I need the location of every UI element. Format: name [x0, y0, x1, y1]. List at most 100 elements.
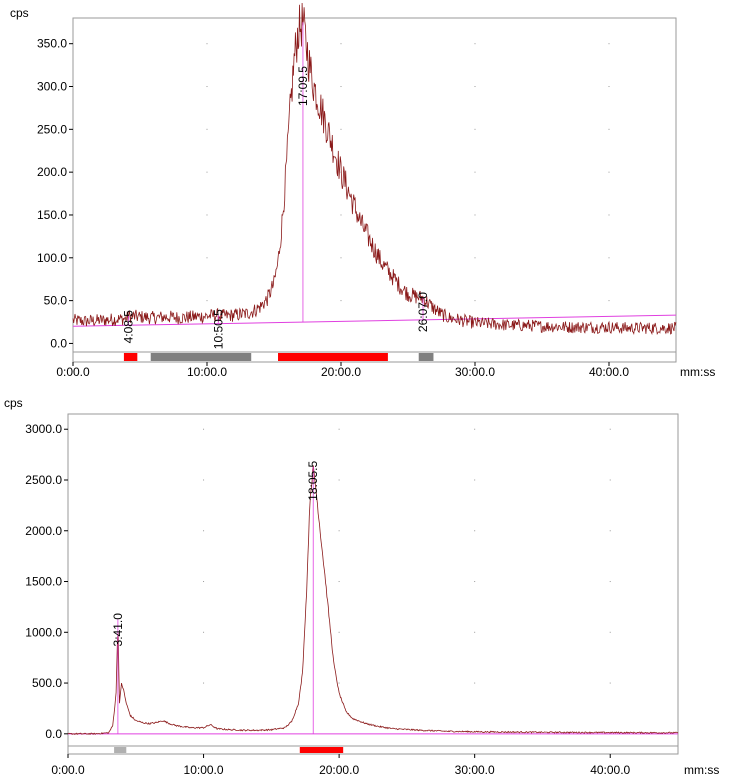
grid-dot: [609, 581, 611, 583]
grid-dot: [474, 428, 476, 430]
peak-label: 18:05.5: [306, 460, 320, 500]
grid-dot: [609, 479, 611, 481]
grid-dot: [340, 300, 342, 302]
grid-dot: [340, 43, 342, 45]
grid-dot: [338, 479, 340, 481]
grid-dot: [338, 682, 340, 684]
grid-dot: [338, 631, 340, 633]
chart-1-baselines: [72, 314, 677, 327]
grid-dot: [474, 257, 476, 259]
chart-2-peak-labels: 3:41.0 18:05.5: [111, 460, 320, 734]
grid-dot: [203, 682, 205, 684]
grid-dot: [206, 86, 208, 88]
chart-1-x-axis-unit-label: mm:ss: [680, 365, 715, 379]
chart-2-series: [67, 465, 679, 736]
grid-dot: [338, 530, 340, 532]
chart-2-integration-regions: [114, 747, 344, 753]
grid-dot: [474, 128, 476, 130]
chart-2-region-strip: [67, 745, 679, 755]
chart-1-plot-frame: [72, 17, 677, 363]
grid-dot: [340, 86, 342, 88]
grid-dot: [609, 530, 611, 532]
grid-dot: [474, 43, 476, 45]
chart-1-x-ticks: 0:00.0 10:00.0 20:00.0 30:00.0 40:00.0: [56, 362, 629, 379]
grid-dot: [474, 171, 476, 173]
grid-dot: [608, 300, 610, 302]
y-tick-label: 150.0: [37, 208, 67, 222]
series-trace: [72, 2, 677, 336]
chart-2-y-axis-unit-label: cps: [4, 396, 23, 410]
chart-2-plot-frame: [67, 413, 679, 755]
chart-2-x-ticks: 0:00.0 10:00.0 20:00.0 30:00.0 40:00.0: [51, 754, 631, 777]
grid-dot: [609, 682, 611, 684]
x-tick-label: 10:00.0: [184, 763, 224, 777]
grid-dot: [677, 631, 679, 633]
integration-region: [299, 747, 344, 753]
y-tick-label: 250.0: [37, 122, 67, 136]
grid-dot: [608, 43, 610, 45]
y-tick-label: 1500.0: [25, 575, 62, 589]
grid-dot: [608, 257, 610, 259]
grid-dot: [609, 428, 611, 430]
grid-dot: [675, 171, 677, 173]
grid-dot: [608, 86, 610, 88]
integration-region: [150, 353, 252, 361]
chart-1-gridlines: [206, 43, 677, 302]
chart-1-integration-regions: [123, 353, 434, 361]
grid-dot: [677, 682, 679, 684]
peak-label: 4:08.5: [121, 310, 135, 344]
y-tick-label: 3000.0: [25, 422, 62, 436]
grid-dot: [677, 428, 679, 430]
grid-dot: [474, 479, 476, 481]
grid-dot: [338, 581, 340, 583]
grid-dot: [203, 631, 205, 633]
integration-region: [123, 353, 138, 361]
y-tick-label: 100.0: [37, 251, 67, 265]
grid-dot: [608, 171, 610, 173]
y-tick-label: 0.0: [50, 336, 67, 350]
chart-1: cps mm:ss 0.0 50.0 100.0 150.0 200.0 250.0 300…: [10, 2, 715, 379]
x-tick-label: 20:00.0: [321, 365, 361, 379]
grid-dot: [675, 128, 677, 130]
grid-dot: [675, 43, 677, 45]
grid-dot: [474, 581, 476, 583]
grid-dot: [609, 631, 611, 633]
grid-dot: [206, 300, 208, 302]
grid-dot: [474, 682, 476, 684]
chart-2-y-ticks: 0.0 500.0 1000.0 1500.0 2000.0 2500.0 3000.0: [25, 422, 68, 741]
chart-2-gridlines: [203, 428, 679, 684]
y-tick-label: 2000.0: [25, 524, 62, 538]
grid-dot: [206, 257, 208, 259]
x-tick-label: 40:00.0: [590, 763, 630, 777]
grid-dot: [608, 128, 610, 130]
grid-dot: [675, 300, 677, 302]
chart-2: cps mm:ss 0.0 500.0 1000.0 1500.0 2000.0 2500…: [4, 396, 719, 777]
integration-region: [278, 353, 388, 361]
grid-dot: [474, 214, 476, 216]
chart-1-series: [72, 2, 677, 336]
grid-dot: [203, 479, 205, 481]
grid-dot: [203, 581, 205, 583]
x-tick-label: 40:00.0: [589, 365, 629, 379]
y-tick-label: 500.0: [32, 676, 62, 690]
y-tick-label: 200.0: [37, 165, 67, 179]
grid-dot: [338, 428, 340, 430]
grid-dot: [206, 214, 208, 216]
grid-dot: [474, 300, 476, 302]
x-tick-label: 30:00.0: [455, 365, 495, 379]
y-tick-label: 350.0: [37, 37, 67, 51]
y-tick-label: 1000.0: [25, 625, 62, 639]
grid-dot: [675, 257, 677, 259]
y-tick-label: 0.0: [45, 727, 62, 741]
grid-dot: [206, 43, 208, 45]
grid-dot: [474, 530, 476, 532]
grid-dot: [474, 631, 476, 633]
grid-dot: [340, 128, 342, 130]
grid-dot: [474, 86, 476, 88]
chart-1-y-ticks: 0.0 50.0 100.0 150.0 200.0 250.0 300.0 350.0: [37, 37, 73, 350]
peak-label: 17:09.5: [296, 66, 310, 106]
peak-label: 26:07.0: [416, 292, 430, 332]
peak-label: 10:50.5: [211, 309, 225, 349]
x-tick-label: 30:00.0: [455, 763, 495, 777]
